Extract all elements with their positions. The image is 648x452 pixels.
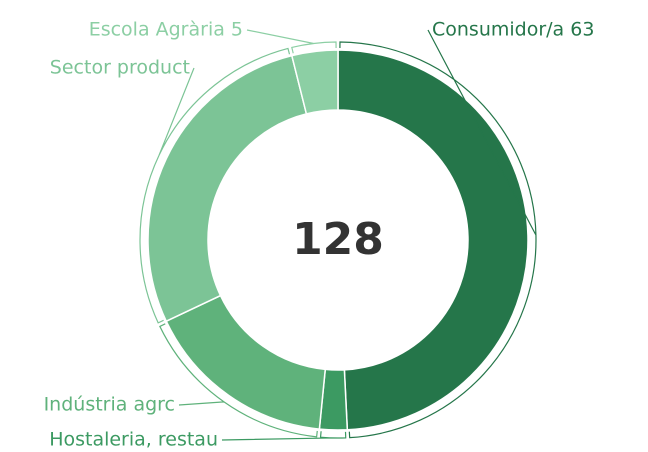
label-leader: [221, 431, 347, 441]
label-leader: [139, 47, 291, 324]
donut-segment: [337, 49, 529, 431]
label-leader: [159, 323, 318, 438]
label-leader: [246, 29, 337, 54]
segment-label: Escola Agrària 5: [89, 19, 243, 41]
segment-label: Hostaleria, restau: [49, 429, 218, 451]
donut-segment: [165, 294, 327, 430]
segment-label: Consumidor/a 63: [432, 19, 594, 41]
donut-segment: [290, 49, 339, 115]
donut-total: 128: [292, 214, 384, 265]
segment-label: Indústria agrc: [44, 394, 175, 416]
label-leader: [339, 29, 537, 439]
donut-segment: [147, 54, 308, 323]
segment-label: Sector product: [50, 57, 190, 79]
